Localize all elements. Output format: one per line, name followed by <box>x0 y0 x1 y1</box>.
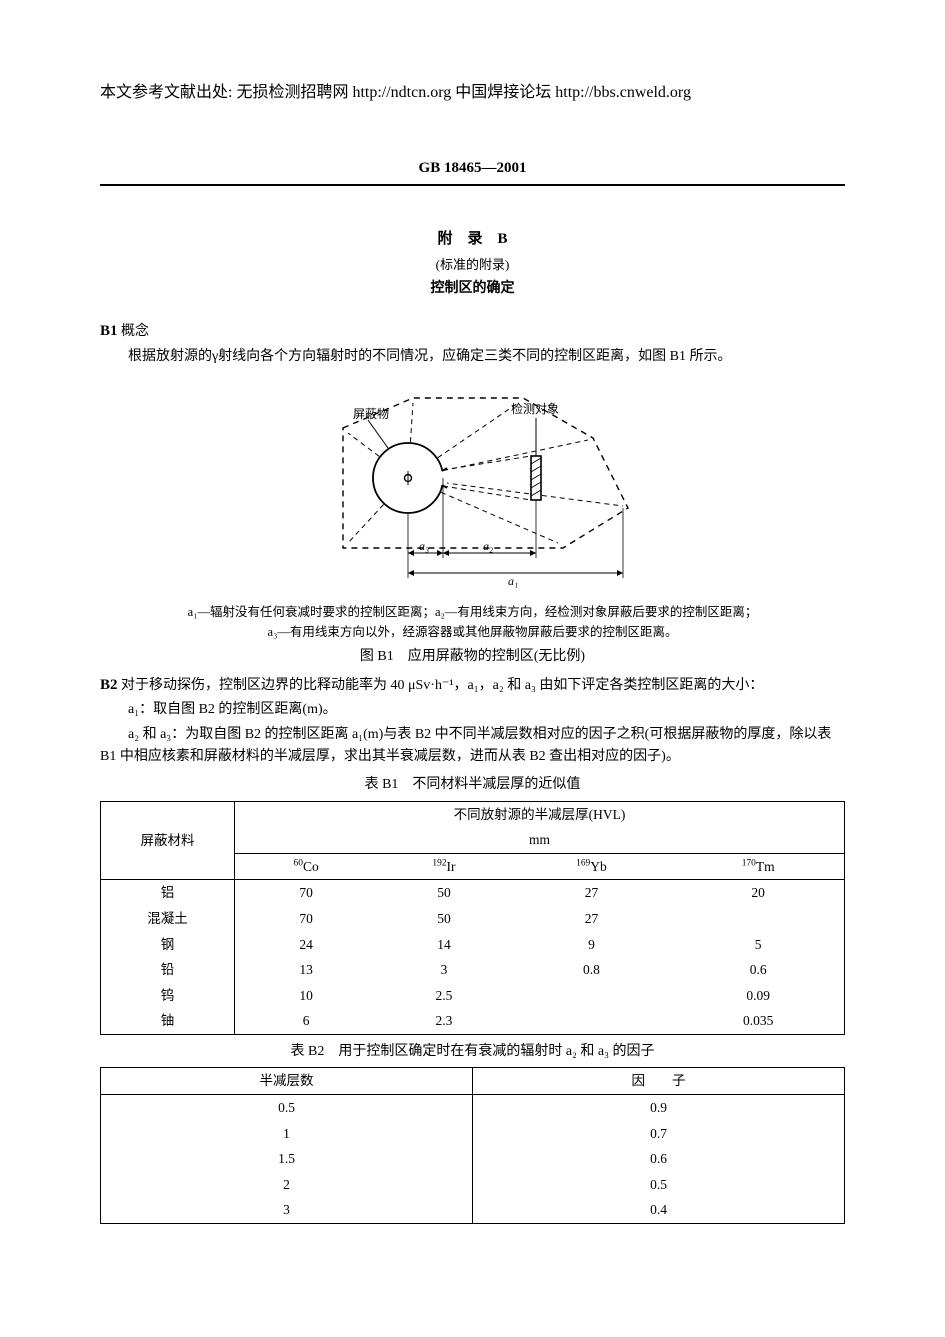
tb1-value-cell: 0.035 <box>672 1008 844 1034</box>
document-page: 本文参考文献出处: 无损检测招聘网 http://ndtcn.org 中国焊接论… <box>0 0 945 1284</box>
tb1-value-cell: 50 <box>377 906 510 932</box>
tb2-f-cell: 0.5 <box>473 1172 845 1198</box>
top-reference-line: 本文参考文献出处: 无损检测招聘网 http://ndtcn.org 中国焊接论… <box>100 80 845 106</box>
tb1-isotope-header: 169Yb <box>511 853 673 880</box>
tb1-value-cell: 50 <box>377 880 510 906</box>
tb1-material-cell: 混凝土 <box>101 906 235 932</box>
appendix-line1: 附 录 B <box>100 226 845 253</box>
table-b2-title: 表 B2 用于控制区确定时在有衰减的辐射时 a₂ 和 a₃ 的因子 <box>100 1041 845 1063</box>
table-b2: 半减层数 因 子 0.50.910.71.50.620.530.4 <box>100 1067 845 1224</box>
tb1-value-cell: 6 <box>234 1008 377 1034</box>
b1-label: B1 <box>100 323 118 339</box>
tb1-header-material: 屏蔽材料 <box>101 801 235 880</box>
tb1-header-group: 不同放射源的半减层厚(HVL) <box>234 801 844 827</box>
appendix-line3: 控制区的确定 <box>100 276 845 301</box>
tb1-material-cell: 铅 <box>101 957 235 983</box>
fig-cap-line2: a₃—有用线束方向以外，经源容器或其他屏蔽物屏蔽后要求的控制区距离。 <box>268 625 678 639</box>
tb2-n-cell: 0.5 <box>101 1095 473 1121</box>
tb1-value-cell: 2.5 <box>377 983 510 1009</box>
tb1-value-cell: 9 <box>511 932 673 958</box>
figure-b1-svg: 屏蔽物 检测对象 a₃ a₂ a₁ <box>293 378 653 588</box>
tb2-n-cell: 3 <box>101 1197 473 1223</box>
b1-heading: 概念 <box>121 324 149 339</box>
tb1-material-cell: 铀 <box>101 1008 235 1034</box>
b2-label: B2 <box>100 677 118 693</box>
dim-a2: a₂ <box>483 539 493 553</box>
section-b1: B1 概念 <box>100 319 845 343</box>
label-shield: 屏蔽物 <box>353 407 389 421</box>
figure-b1-caption: a₁—辐射没有任何衰减时要求的控制区距离；a₂—有用线束方向，经检测对象屏蔽后要… <box>100 602 845 642</box>
tb2-f-cell: 0.4 <box>473 1197 845 1223</box>
tb1-value-cell: 27 <box>511 880 673 906</box>
tb1-value-cell <box>511 1008 673 1034</box>
tb1-value-cell <box>511 983 673 1009</box>
table-b1-title: 表 B1 不同材料半减层厚的近似值 <box>100 774 845 796</box>
tb1-value-cell: 70 <box>234 880 377 906</box>
tb2-f-cell: 0.6 <box>473 1146 845 1172</box>
tb2-col2: 因 子 <box>473 1068 845 1095</box>
tb1-value-cell <box>672 906 844 932</box>
tb1-material-cell: 钨 <box>101 983 235 1009</box>
tb1-material-cell: 钢 <box>101 932 235 958</box>
tb1-value-cell: 0.8 <box>511 957 673 983</box>
tb2-f-cell: 0.9 <box>473 1095 845 1121</box>
tb1-material-cell: 铝 <box>101 880 235 906</box>
tb1-value-cell: 2.3 <box>377 1008 510 1034</box>
tb1-isotope-header: 170Tm <box>672 853 844 880</box>
tb1-value-cell: 20 <box>672 880 844 906</box>
tb1-value-cell: 3 <box>377 957 510 983</box>
tb1-value-cell: 13 <box>234 957 377 983</box>
tb2-n-cell: 1 <box>101 1121 473 1147</box>
b2-para2: a₁：取自图 B2 的控制区距离(m)。 <box>100 699 845 721</box>
tb1-value-cell: 70 <box>234 906 377 932</box>
appendix-line2: (标准的附录) <box>100 253 845 276</box>
figure-b1-title: 图 B1 应用屏蔽物的控制区(无比例) <box>100 646 845 668</box>
tb1-value-cell: 0.6 <box>672 957 844 983</box>
tb1-value-cell: 27 <box>511 906 673 932</box>
tb1-value-cell: 5 <box>672 932 844 958</box>
section-b2: B2 对于移动探伤，控制区边界的比释动能率为 40 μSv·h⁻¹，a₁，a₂ … <box>100 673 845 697</box>
dim-a3: a₃ <box>419 539 429 553</box>
tb1-value-cell: 10 <box>234 983 377 1009</box>
fig-cap-line1: a₁—辐射没有任何衰减时要求的控制区距离；a₂—有用线束方向，经检测对象屏蔽后要… <box>188 605 758 619</box>
tb1-value-cell: 14 <box>377 932 510 958</box>
standard-code: GB 18465—2001 <box>100 156 845 186</box>
shield-opening-mask <box>441 471 447 485</box>
tb1-header-unit: mm <box>234 827 844 853</box>
b1-paragraph: 根据放射源的γ射线向各个方向辐射时的不同情况，应确定三类不同的控制区距离，如图 … <box>100 346 845 368</box>
appendix-heading: 附 录 B (标准的附录) 控制区的确定 <box>100 226 845 302</box>
b2-para1: 对于移动探伤，控制区边界的比释动能率为 40 μSv·h⁻¹，a₁，a₂ 和 a… <box>121 678 763 693</box>
tb1-value-cell: 24 <box>234 932 377 958</box>
tb1-value-cell: 0.09 <box>672 983 844 1009</box>
tb2-n-cell: 1.5 <box>101 1146 473 1172</box>
tb1-isotope-header: 60Co <box>234 853 377 880</box>
b2-para3: a₂ 和 a₃：为取自图 B2 的控制区距离 a₁(m)与表 B2 中不同半减层… <box>100 724 845 769</box>
figure-b1: 屏蔽物 检测对象 a₃ a₂ a₁ <box>100 378 845 596</box>
tb2-f-cell: 0.7 <box>473 1121 845 1147</box>
dim-a1: a₁ <box>508 574 518 588</box>
tb2-col1: 半减层数 <box>101 1068 473 1095</box>
tb1-isotope-header: 192Ir <box>377 853 510 880</box>
label-object: 检测对象 <box>511 401 559 416</box>
tb2-n-cell: 2 <box>101 1172 473 1198</box>
table-b1: 屏蔽材料 不同放射源的半减层厚(HVL) mm 60Co192Ir169Yb17… <box>100 801 845 1035</box>
